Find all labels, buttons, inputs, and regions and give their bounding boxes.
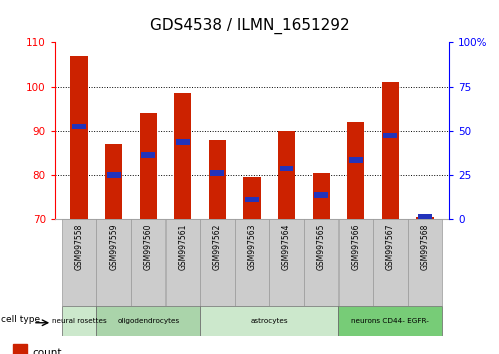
Bar xyxy=(235,219,269,306)
Text: GSM997565: GSM997565 xyxy=(317,224,326,270)
Text: cell type: cell type xyxy=(1,315,40,324)
Bar xyxy=(338,306,442,336)
Text: GSM997567: GSM997567 xyxy=(386,224,395,270)
Text: GSM997561: GSM997561 xyxy=(178,224,187,270)
Bar xyxy=(72,124,86,130)
Bar xyxy=(383,132,397,138)
Bar xyxy=(13,344,27,354)
Text: oligodendrocytes: oligodendrocytes xyxy=(117,318,179,324)
Bar xyxy=(200,219,235,306)
Bar xyxy=(347,122,364,219)
Text: GSM997566: GSM997566 xyxy=(351,224,360,270)
Bar xyxy=(174,93,192,219)
Bar xyxy=(314,192,328,198)
Text: GSM997560: GSM997560 xyxy=(144,224,153,270)
Text: GSM997568: GSM997568 xyxy=(420,224,430,270)
Bar xyxy=(140,113,157,219)
Text: GSM997562: GSM997562 xyxy=(213,224,222,270)
Bar xyxy=(373,219,408,306)
Text: count: count xyxy=(32,348,62,354)
Bar xyxy=(269,219,304,306)
Bar xyxy=(245,197,259,202)
Bar xyxy=(176,139,190,145)
Bar xyxy=(62,306,96,336)
Text: neurons CD44- EGFR-: neurons CD44- EGFR- xyxy=(351,318,429,324)
Bar xyxy=(338,219,373,306)
Text: GSM997564: GSM997564 xyxy=(282,224,291,270)
Text: GSM997559: GSM997559 xyxy=(109,224,118,270)
Text: GDS4538 / ILMN_1651292: GDS4538 / ILMN_1651292 xyxy=(150,18,349,34)
Bar xyxy=(382,82,399,219)
Bar xyxy=(211,170,225,176)
Bar xyxy=(105,144,122,219)
Bar xyxy=(408,219,442,306)
Bar xyxy=(279,166,293,171)
Bar xyxy=(416,217,434,219)
Bar xyxy=(70,56,88,219)
Bar xyxy=(312,173,330,219)
Bar xyxy=(141,153,155,158)
Bar xyxy=(244,177,260,219)
Bar xyxy=(200,306,338,336)
Bar xyxy=(96,219,131,306)
Bar xyxy=(96,306,200,336)
Text: GSM997558: GSM997558 xyxy=(74,224,84,270)
Bar xyxy=(418,215,432,220)
Bar xyxy=(131,219,166,306)
Bar xyxy=(209,140,226,219)
Bar xyxy=(349,157,363,162)
Text: GSM997563: GSM997563 xyxy=(248,224,256,270)
Text: neural rosettes: neural rosettes xyxy=(52,318,106,324)
Bar xyxy=(304,219,338,306)
Bar xyxy=(107,172,121,178)
Text: astrocytes: astrocytes xyxy=(250,318,288,324)
Bar xyxy=(62,219,96,306)
Bar xyxy=(166,219,200,306)
Bar xyxy=(278,131,295,219)
